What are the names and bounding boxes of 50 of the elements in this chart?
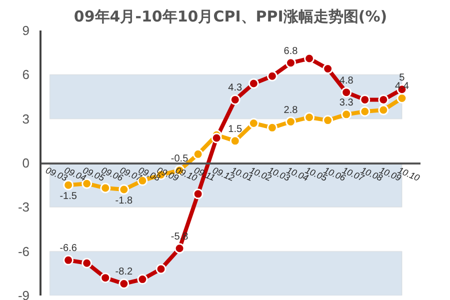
point (360, 106, 370, 117)
data-label: 4.4 (395, 81, 410, 92)
y-tick-label: -6 (18, 244, 30, 259)
point (341, 87, 352, 98)
point (304, 112, 315, 123)
point (192, 148, 204, 160)
point (341, 109, 352, 120)
data-label: 4.3 (228, 82, 243, 94)
data-label: -1.5 (60, 191, 78, 202)
point (248, 118, 259, 128)
point (378, 104, 389, 116)
y-tick-label: -3 (18, 200, 30, 215)
point (211, 132, 222, 144)
point (100, 272, 111, 284)
y-tick-label: 9 (22, 23, 30, 38)
point (322, 64, 334, 74)
point (378, 94, 389, 105)
point (230, 94, 240, 105)
chart-title: 09年4月-10年10月CPI、PPI涨幅走势图(%) (74, 8, 388, 26)
data-label: 1.5 (228, 124, 243, 135)
data-label: 4.8 (339, 75, 354, 86)
point (266, 122, 278, 133)
point (230, 136, 240, 146)
point (266, 70, 278, 82)
y-tick-label: 0 (22, 156, 30, 170)
data-label: 6.8 (284, 46, 298, 57)
point (100, 182, 111, 194)
data-label: -1.8 (115, 196, 133, 206)
point (118, 278, 130, 289)
point (174, 243, 185, 254)
data-label: 3.3 (339, 97, 354, 108)
point (192, 188, 204, 200)
data-label: -0.5 (170, 153, 189, 164)
point (63, 254, 74, 266)
y-tick-label: 6 (22, 67, 30, 82)
point (156, 264, 166, 274)
point (118, 184, 130, 195)
data-label: -8.2 (115, 266, 133, 278)
point (304, 53, 315, 64)
point (137, 274, 148, 285)
point (248, 78, 259, 89)
data-label: 2.8 (284, 104, 298, 116)
data-label: -6.6 (60, 243, 78, 254)
data-label: 5 (399, 72, 406, 84)
y-tick-label: 3 (22, 111, 30, 126)
point (82, 258, 92, 268)
point (360, 94, 370, 105)
point (285, 58, 296, 68)
point (396, 92, 408, 104)
y-tick-label: -9 (18, 288, 30, 300)
